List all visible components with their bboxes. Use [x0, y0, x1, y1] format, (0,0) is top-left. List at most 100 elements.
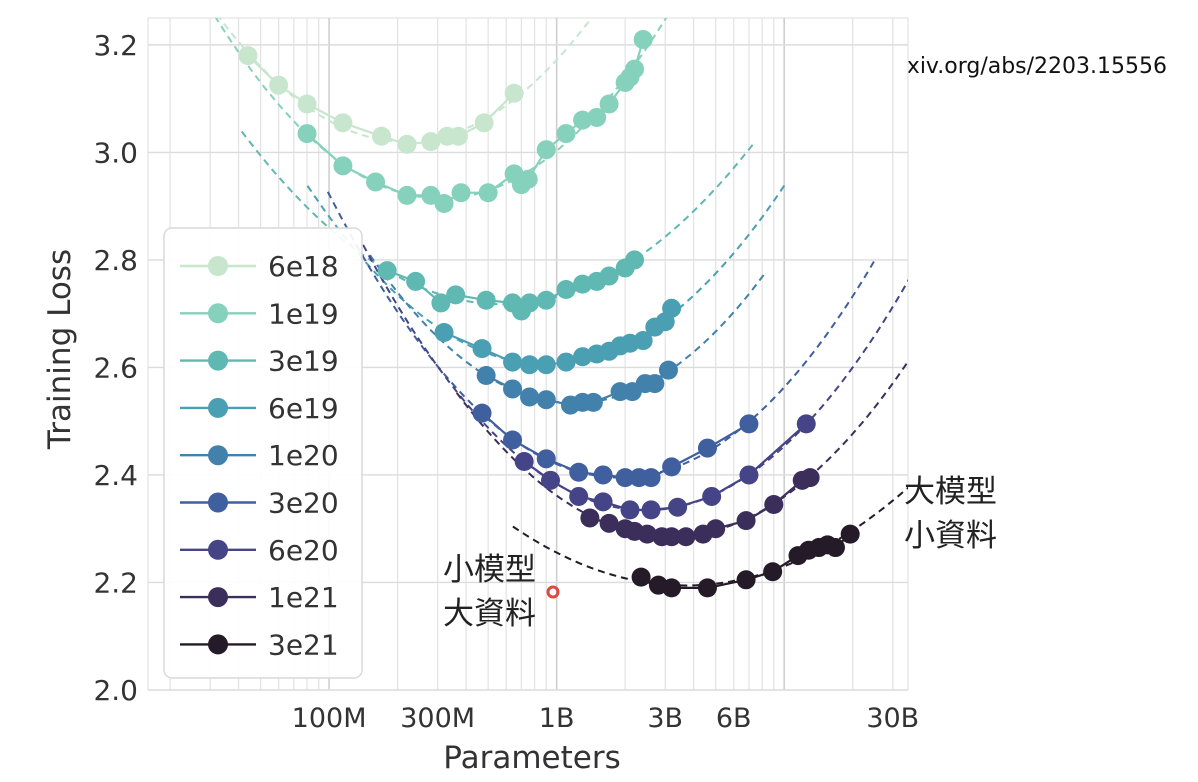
data-point-6e20 [593, 492, 613, 512]
data-point-6e19 [573, 347, 593, 367]
data-point-6e19 [633, 331, 653, 351]
legend-marker-6e18 [208, 256, 228, 276]
data-point-6e20 [668, 497, 688, 517]
data-point-6e20 [796, 414, 816, 434]
fit-curve-6e19 [306, 183, 787, 366]
legend-label-1e20: 1e20 [268, 439, 339, 472]
data-point-1e21 [580, 508, 600, 528]
data-point-1e19 [451, 183, 471, 203]
data-point-3e20 [569, 462, 589, 482]
data-point-3e20 [472, 403, 492, 423]
data-point-6e20 [541, 470, 561, 490]
data-point-6e18 [372, 126, 392, 146]
data-point-3e21 [763, 562, 783, 582]
legend-label-3e21: 3e21 [268, 628, 339, 661]
legend-marker-6e20 [208, 539, 228, 560]
data-point-1e19 [625, 59, 645, 79]
data-point-6e20 [739, 465, 759, 485]
data-point-1e19 [333, 156, 353, 176]
data-point-6e19 [536, 355, 556, 375]
data-point-1e20 [658, 360, 678, 380]
fit-curve-3e21 [512, 486, 908, 587]
data-point-3e20 [739, 414, 759, 434]
chart-axes: 2.0 2.2 2.4 2.6 2.8 3.0 3.2 100M 300M 1B 3B 6B 30B Pa… [42, 29, 919, 776]
x-tick-label: 300M [400, 703, 475, 734]
data-point-3e19 [556, 279, 576, 299]
data-point-1e19 [536, 140, 556, 160]
x-tick-label: 1B [539, 703, 575, 734]
data-point-6e20 [569, 486, 589, 506]
data-point-6e18 [448, 126, 468, 146]
data-point-1e20 [645, 374, 665, 394]
data-point-3e19 [599, 266, 619, 286]
legend-label-3e19: 3e19 [268, 345, 339, 378]
annotation-small-model-line2: 大資料 [443, 596, 536, 632]
data-point-1e21 [676, 527, 696, 547]
data-point-3e21 [697, 578, 717, 598]
data-point-3e19 [431, 293, 451, 313]
data-point-1e21 [736, 511, 756, 531]
data-point-3e20 [503, 430, 523, 450]
data-point-6e19 [434, 322, 454, 342]
chart-legend: 6e18 1e19 3e19 6e19 1e20 3e20 6e20 1e21 3e21 [163, 227, 363, 679]
series-line-6e20 [523, 423, 807, 511]
legend-marker-1e19 [208, 303, 228, 324]
fit-curve-6e18 [218, 18, 593, 143]
data-point-6e19 [520, 355, 540, 375]
data-point-3e20 [536, 449, 556, 469]
legend-marker-6e19 [208, 397, 228, 418]
data-point-3e20 [615, 468, 635, 488]
data-point-1e21 [764, 495, 784, 515]
marker-red-dot [546, 585, 560, 599]
legend-marker-1e20 [208, 445, 228, 466]
legend-box [163, 227, 363, 679]
data-point-1e19 [599, 94, 619, 114]
data-series [238, 30, 860, 598]
data-point-1e20 [583, 392, 603, 412]
data-point-6e20 [620, 500, 640, 520]
annotation-large-model-line1: 大模型 [904, 474, 997, 510]
data-point-1e19 [587, 107, 607, 127]
data-point-6e18 [397, 134, 417, 154]
fit-curve-1e21 [455, 359, 908, 538]
y-axis-label: Training Loss [42, 249, 78, 450]
legend-marker-3e21 [208, 634, 228, 655]
data-point-6e18 [269, 75, 289, 95]
annotation-large-model: 大模型 小資料 [904, 470, 997, 558]
annotation-small-model: 小模型 大資料 [443, 548, 536, 636]
data-point-1e20 [536, 390, 556, 410]
data-point-3e20 [593, 465, 613, 485]
fit-curve-3e19 [240, 130, 757, 306]
data-point-1e19 [518, 169, 538, 189]
data-point-1e19 [478, 183, 498, 203]
x-tick-label: 6B [716, 703, 752, 734]
data-point-3e19 [476, 290, 496, 310]
y-tick-label: 2.8 [93, 244, 138, 277]
legend-label-1e19: 1e19 [268, 297, 339, 330]
data-point-3e19 [520, 293, 540, 313]
data-point-3e20 [697, 438, 717, 458]
data-point-1e19 [556, 124, 576, 144]
y-tick-label: 2.0 [93, 674, 138, 707]
data-point-6e18 [333, 113, 353, 133]
data-point-6e18 [474, 113, 494, 133]
data-point-6e18 [504, 83, 524, 103]
legend-label-3e20: 3e20 [268, 487, 339, 520]
legend-label-6e20: 6e20 [268, 534, 339, 567]
data-point-1e21 [637, 524, 657, 544]
y-tick-label: 2.4 [93, 459, 138, 492]
x-tick-label: 3B [647, 703, 683, 734]
data-point-6e19 [556, 352, 576, 372]
data-point-6e19 [472, 339, 492, 359]
legend-label-1e21: 1e21 [268, 581, 339, 614]
data-point-3e21 [825, 538, 845, 558]
data-point-6e20 [641, 500, 661, 520]
data-point-3e19 [536, 290, 556, 310]
legend-label-6e18: 6e18 [268, 250, 339, 283]
legend-marker-1e21 [208, 587, 228, 608]
legend-marker-3e20 [208, 492, 228, 513]
data-point-1e19 [633, 30, 653, 50]
data-point-6e19 [662, 298, 682, 318]
data-point-3e21 [662, 578, 682, 598]
data-point-6e18 [297, 94, 317, 114]
